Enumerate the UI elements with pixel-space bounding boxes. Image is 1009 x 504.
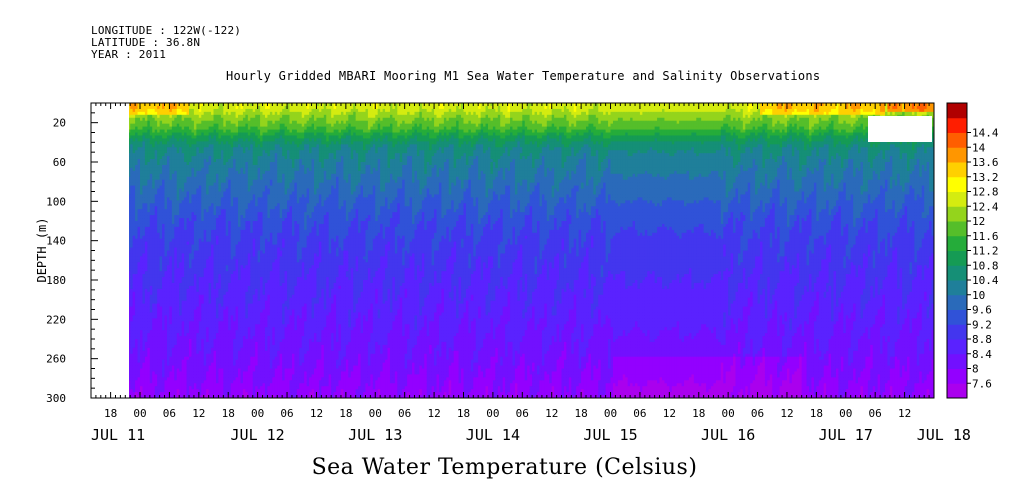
heatmap-field xyxy=(111,103,935,399)
